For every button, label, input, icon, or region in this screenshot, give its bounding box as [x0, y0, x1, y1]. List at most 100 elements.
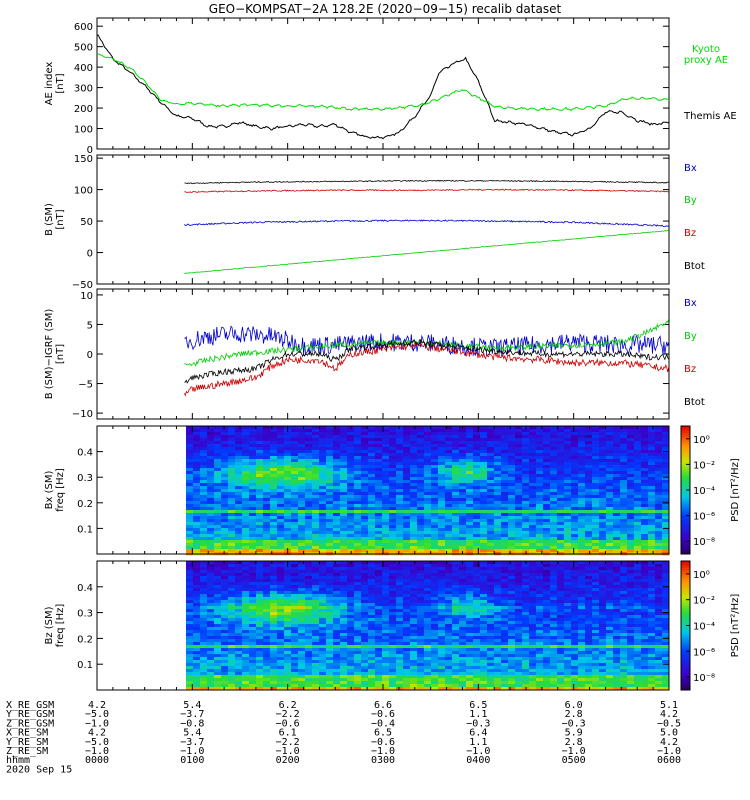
- heatmap-cell: [382, 570, 390, 574]
- heatmap-cell: [186, 657, 194, 661]
- heatmap-cell: [396, 435, 404, 439]
- heatmap-cell: [340, 567, 348, 571]
- heatmap-cell: [431, 561, 439, 565]
- heatmap-cell: [375, 432, 383, 436]
- heatmap-cell: [228, 429, 236, 433]
- heatmap-cell: [326, 429, 334, 433]
- heatmap-cell: [256, 600, 264, 604]
- heatmap-cell: [256, 681, 264, 685]
- heatmap-cell: [298, 432, 306, 436]
- heatmap-cell: [207, 486, 215, 490]
- heatmap-cell: [228, 630, 236, 634]
- heatmap-cell: [578, 474, 586, 478]
- db-ylabel: [nT]: [55, 344, 66, 364]
- heatmap-cell: [207, 495, 215, 499]
- heatmap-cell: [431, 471, 439, 475]
- heatmap-cell: [403, 585, 411, 589]
- heatmap-cell: [452, 438, 460, 442]
- heatmap-cell: [592, 432, 600, 436]
- heatmap-cell: [305, 513, 313, 517]
- heatmap-cell: [333, 483, 341, 487]
- heatmap-cell: [585, 447, 593, 451]
- heatmap-cell: [347, 501, 355, 505]
- heatmap-cell: [361, 501, 369, 505]
- heatmap-cell: [368, 519, 376, 523]
- heatmap-cell: [459, 492, 467, 496]
- heatmap-cell: [613, 477, 621, 481]
- heatmap-cell: [578, 468, 586, 472]
- heatmap-cell: [291, 468, 299, 472]
- heatmap-cell: [571, 438, 579, 442]
- heatmap-cell: [291, 630, 299, 634]
- heatmap-cell: [249, 453, 257, 457]
- heatmap-cell: [480, 495, 488, 499]
- heatmap-cell: [186, 495, 194, 499]
- b-ytick-label: −50: [72, 280, 93, 291]
- heatmap-cell: [445, 441, 453, 445]
- heatmap-cell: [256, 465, 264, 469]
- heatmap-cell: [578, 456, 586, 460]
- heatmap-cell: [543, 549, 551, 553]
- heatmap-cell: [564, 525, 572, 529]
- heatmap-cell: [186, 474, 194, 478]
- heatmap-cell: [193, 510, 201, 514]
- heatmap-cell: [424, 432, 432, 436]
- heatmap-cell: [627, 444, 635, 448]
- heatmap-cell: [613, 516, 621, 520]
- heatmap-cell: [557, 525, 565, 529]
- heatmap-cell: [487, 492, 495, 496]
- heatmap-cell: [515, 450, 523, 454]
- heatmap-cell: [375, 483, 383, 487]
- heatmap-cell: [361, 498, 369, 502]
- heatmap-cell: [382, 489, 390, 493]
- heatmap-cell: [382, 453, 390, 457]
- heatmap-cell: [578, 516, 586, 520]
- heatmap-cell: [263, 516, 271, 520]
- heatmap-cell: [270, 567, 278, 571]
- heatmap-cell: [305, 588, 313, 592]
- heatmap-cell: [459, 495, 467, 499]
- heatmap-cell: [424, 579, 432, 583]
- heatmap-cell: [648, 462, 656, 466]
- colorbar-step: [681, 440, 690, 444]
- heatmap-cell: [242, 660, 250, 664]
- heatmap-cell: [347, 600, 355, 604]
- heatmap-cell: [592, 483, 600, 487]
- heatmap-cell: [396, 492, 404, 496]
- heatmap-cell: [382, 438, 390, 442]
- heatmap-cell: [207, 681, 215, 685]
- heatmap-cell: [578, 534, 586, 538]
- heatmap-cell: [459, 429, 467, 433]
- heatmap-cell: [536, 534, 544, 538]
- heatmap-cell: [270, 426, 278, 430]
- heatmap-cell: [193, 528, 201, 532]
- colorbar-step: [681, 519, 690, 523]
- heatmap-cell: [193, 687, 201, 691]
- heatmap-cell: [312, 543, 320, 547]
- heatmap-cell: [354, 456, 362, 460]
- heatmap-cell: [277, 645, 285, 649]
- heatmap-cell: [543, 492, 551, 496]
- heatmap-cell: [662, 441, 670, 445]
- heatmap-cell: [613, 435, 621, 439]
- heatmap-cell: [396, 669, 404, 673]
- heatmap-cell: [396, 426, 404, 430]
- heatmap-cell: [473, 516, 481, 520]
- heatmap-cell: [613, 510, 621, 514]
- heatmap-cell: [557, 477, 565, 481]
- heatmap-cell: [550, 477, 558, 481]
- heatmap-cell: [242, 624, 250, 628]
- heatmap-cell: [368, 606, 376, 610]
- heatmap-cell: [235, 582, 243, 586]
- heatmap-cell: [333, 459, 341, 463]
- heatmap-cell: [298, 429, 306, 433]
- heatmap-cell: [543, 495, 551, 499]
- heatmap-cell: [389, 492, 397, 496]
- heatmap-cell: [347, 519, 355, 523]
- heatmap-cell: [361, 459, 369, 463]
- heatmap-cell: [347, 525, 355, 529]
- heatmap-cell: [263, 618, 271, 622]
- heatmap-cell: [333, 513, 341, 517]
- heatmap-cell: [571, 501, 579, 505]
- heatmap-cell: [396, 606, 404, 610]
